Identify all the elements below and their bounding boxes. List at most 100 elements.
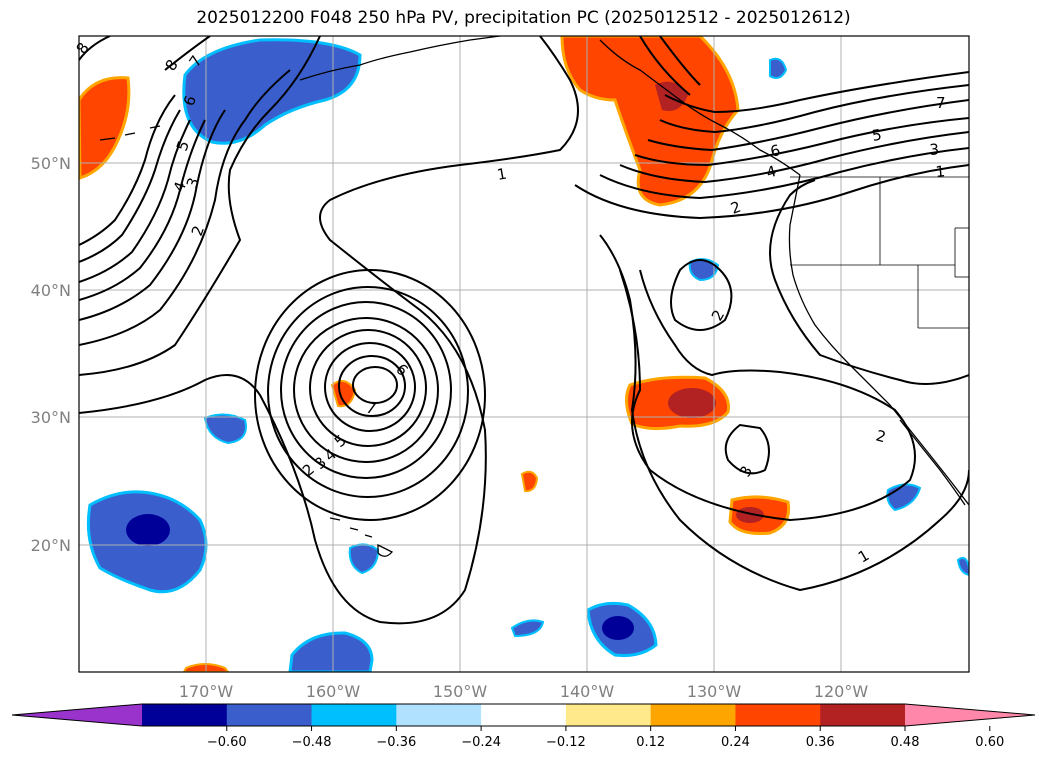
pv-contour-line	[619, 131, 969, 184]
pv-ring-6	[324, 342, 416, 432]
map-content	[79, 36, 969, 672]
pv-contour-line	[79, 36, 321, 376]
pv-label: 2	[874, 426, 888, 446]
pv-label: 1	[935, 162, 946, 181]
pv-ring-5	[309, 329, 427, 447]
pv-label: 5	[871, 126, 884, 145]
pv-contour-line	[659, 36, 701, 86]
pv-contour-line	[634, 117, 969, 167]
colorbar-tick-label: −0.36	[376, 735, 416, 750]
lon-label: 120°W	[814, 682, 869, 701]
colorbar-segment	[226, 704, 313, 726]
bc-coast	[599, 39, 801, 176]
us-west-coast	[788, 174, 969, 506]
pv-ring-4	[293, 317, 439, 463]
precip-neg-small-1	[203, 413, 247, 445]
lat-label: 30°N	[31, 408, 71, 427]
pv-contours	[79, 36, 969, 625]
colorbar-segment	[396, 704, 482, 726]
precip-neg-core-south-center	[602, 616, 634, 640]
colorbar-segment	[481, 704, 567, 726]
colorbar: −0.60 −0.48 −0.36 −0.24 −0.12 0.12 0.24 0.36 0.4…	[11, 703, 1036, 750]
colorbar-segment	[735, 704, 821, 726]
pv-contour-line	[164, 36, 211, 71]
precip-neg-south	[288, 631, 374, 672]
colorbar-tick-label: −0.48	[292, 735, 332, 750]
precip-neg-small-3	[510, 619, 545, 638]
chart-title: 2025012200 F048 250 hPa PV, precipitatio…	[196, 8, 851, 28]
pv-contour-line	[659, 84, 969, 134]
pv-ring-1	[254, 269, 486, 521]
precip-region-small-2	[520, 470, 539, 493]
precip-neg-small-7	[956, 556, 969, 576]
pv-label: 4	[764, 162, 778, 182]
pv-contour-line	[639, 36, 691, 96]
pv-label: 3	[929, 140, 940, 159]
lon-label: 150°W	[433, 682, 488, 701]
precip-neg-small-6	[769, 57, 788, 79]
alaska-coast	[299, 36, 501, 81]
pv-contour-line	[670, 259, 733, 331]
colorbar-tick-label: −0.12	[546, 735, 586, 750]
colorbar-tick-label: 0.48	[891, 735, 920, 750]
colorbar-segment	[142, 704, 228, 726]
lat-label: 20°N	[31, 536, 71, 555]
precip-core-se	[736, 507, 764, 523]
colorbar-tick-label: 0.12	[636, 735, 665, 750]
pv-contour-line	[619, 269, 916, 522]
pv-contour-line	[79, 109, 226, 321]
pv-ring-8	[352, 366, 398, 404]
lon-label: 140°W	[560, 682, 615, 701]
colorbar-segment	[820, 704, 906, 726]
colorbar-tick-label: −0.24	[461, 735, 501, 750]
lon-label: 160°W	[306, 682, 361, 701]
map-gridlines	[79, 36, 969, 672]
pv-label: 7	[936, 94, 946, 112]
precip-neg-north	[182, 38, 362, 145]
precip-core-center	[668, 388, 716, 418]
pv-ring-7	[338, 355, 406, 417]
colorbar-tick-label: 0.60	[975, 735, 1004, 750]
colorbar-extend-high	[905, 704, 1035, 726]
lon-label: 130°W	[687, 682, 742, 701]
lon-label: 170°W	[179, 682, 234, 701]
pv-label: 1	[496, 165, 509, 184]
coastlines	[99, 36, 969, 557]
pv-contour-line	[647, 99, 969, 152]
pv-ring-3	[280, 301, 452, 479]
colorbar-segment	[650, 704, 736, 726]
colorbar-outline	[11, 703, 1036, 727]
lat-label: 40°N	[31, 281, 71, 300]
colorbar-tick-label: 0.24	[721, 735, 750, 750]
pv-contour-line	[599, 147, 969, 200]
pv-contour-line	[724, 423, 770, 475]
pv-contour-line	[769, 179, 969, 385]
precip-region-nw	[79, 76, 131, 180]
pv-contour-line	[574, 164, 969, 220]
colorbar-tick-label: 0.36	[806, 735, 835, 750]
pv-label: 6	[768, 141, 782, 161]
colorbar-segment	[311, 704, 397, 726]
pv-ring-2	[267, 286, 469, 498]
lon-labels: 170°W 160°W 150°W 140°W 130°W 120°W	[179, 682, 869, 701]
colorbar-extend-low	[12, 704, 142, 726]
precip-core-ne	[655, 81, 688, 111]
pv-contour-line	[79, 94, 176, 246]
pv-contour-line	[79, 109, 181, 263]
pv-label: 7	[364, 398, 378, 418]
map-frame	[78, 35, 970, 673]
lat-labels: 50°N 40°N 30°N 20°N	[31, 154, 71, 555]
pv-contour-line	[79, 69, 291, 346]
colorbar-segment	[565, 704, 652, 726]
pv-contour-line	[79, 36, 111, 61]
pv-contour-line	[664, 71, 969, 114]
precip-neg-core-southwest	[126, 514, 170, 546]
pv-contour-line	[79, 119, 206, 301]
precip-neg-small-4	[688, 258, 720, 282]
colorbar-tick-label: −0.60	[207, 735, 247, 750]
hawaii-islands	[329, 517, 394, 557]
pv-contour-line	[599, 234, 969, 592]
pv-contour-line	[79, 119, 191, 283]
lat-label: 50°N	[31, 154, 71, 173]
